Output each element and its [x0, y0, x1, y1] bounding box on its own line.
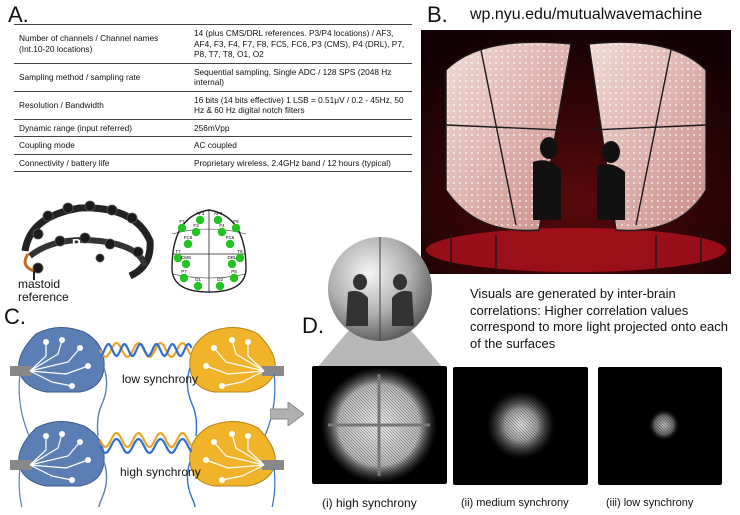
mutual-wave-machine-photo [421, 30, 731, 274]
table-row: Number of channels / Channel names (Int.… [14, 24, 412, 63]
table-row: Sampling method / sampling rate Sequenti… [14, 63, 412, 91]
electrode-dot [195, 215, 205, 225]
low-synchrony-projection [598, 367, 722, 485]
table-key: Connectivity / battery life [19, 157, 110, 168]
electrode-dot [229, 273, 239, 283]
low-synchrony-label: low synchrony [122, 372, 199, 386]
table-row: Resolution / Bandwidth 16 bits (14 bits … [14, 91, 412, 119]
table-value: Sequential sampling, Single ADC / 128 SP… [194, 66, 392, 88]
table-key: Dynamic range (input referred) [19, 122, 132, 133]
table-key: Number of channels / Channel names (Int.… [19, 33, 159, 54]
panel-label-a: A. [8, 2, 29, 27]
eeg-headset-image: P O 7 2 mastoid reference [10, 196, 160, 306]
panel-label-b: B. [427, 2, 448, 27]
medium-synchrony-projection [453, 367, 588, 485]
table-value: 14 (plus CMS/DRL references. P3/P4 locat… [194, 28, 405, 59]
electrode-dot [179, 273, 189, 283]
electrode-label: FC5 [184, 235, 193, 240]
synchrony-diagram: low synchrony high synchrony [0, 322, 290, 515]
table-value: 256mVpp [194, 122, 230, 133]
table-value: 16 bits (14 bits effective) 1 LSB = 0.51… [194, 94, 404, 116]
table-key: Sampling method / sampling rate [19, 71, 141, 82]
electrode-dot [215, 281, 225, 291]
project-url: wp.nyu.edu/mutualwavemachine [470, 6, 703, 23]
electrode-dot [217, 227, 227, 237]
electrode-label: T7 [175, 249, 181, 254]
panel-label-d: D. [302, 313, 324, 338]
electrode-label: P8 [231, 269, 237, 274]
electrode-label: F8 [233, 219, 239, 224]
visuals-description: Visuals are generated by inter-brain cor… [470, 286, 728, 351]
electrode-label: F3 [193, 223, 199, 228]
electrode-dot [231, 223, 241, 233]
electrode-dot [183, 239, 193, 249]
electrode-label: T8 [237, 249, 243, 254]
electrode-label: FC6 [226, 235, 235, 240]
panel-label-c: C. [4, 304, 26, 329]
headset-label-2: 2 [116, 263, 123, 275]
electrode-dot [177, 223, 187, 233]
electrode-dot [235, 253, 245, 263]
headset-label-p: P [72, 236, 81, 251]
headset-label-o: O [113, 248, 124, 263]
electrode-label: P7 [181, 269, 187, 274]
table-key: Resolution / Bandwidth [19, 99, 104, 110]
electrode-label: AF4 [214, 211, 223, 216]
electrode-label: O2 [217, 277, 224, 282]
electrode-dot [213, 215, 223, 225]
high-synchrony-label: high synchrony [120, 465, 201, 479]
table-value: AC coupled [194, 140, 237, 150]
table-key: Coupling mode [19, 140, 75, 150]
table-row: Coupling mode AC coupled [14, 137, 412, 154]
electrode-label: AF3 [196, 211, 205, 216]
headset-label-7: 7 [74, 251, 81, 263]
electrode-dot [181, 259, 191, 269]
electrode-label: F7 [179, 219, 185, 224]
mastoid-reference-label: mastoid reference [18, 277, 69, 304]
spec-table: Number of channels / Channel names (Int.… [14, 24, 412, 172]
table-row: Dynamic range (input referred) 256mVpp [14, 119, 412, 137]
electrode-dot [173, 253, 183, 263]
caption-high-synchrony: (i) high synchrony [322, 496, 417, 510]
caption-low-synchrony: (iii) low synchrony [606, 497, 694, 509]
high-synchrony-projection [312, 366, 447, 484]
sphere-silhouettes-image [300, 234, 460, 374]
electrode-label: CMS [181, 255, 191, 260]
right-arrow-icon [269, 401, 305, 427]
electrode-label: F4 [219, 223, 225, 228]
electrode-dot [193, 281, 203, 291]
caption-medium-synchrony: (ii) medium synchrony [461, 497, 569, 509]
electrode-label: DRL [227, 255, 236, 260]
table-row: Connectivity / battery life Proprietary … [14, 154, 412, 172]
table-value: Proprietary wireless, 2.4GHz band / 12 h… [194, 157, 391, 168]
electrode-dot [191, 227, 201, 237]
electrode-map: AF3 AF4 F7 F3 F4 F8 FC5 FC6 T7 T8 CMS DRL P7 P8 O1 O2 [166, 206, 252, 296]
electrode-label: O1 [195, 277, 202, 282]
electrode-dot [227, 259, 237, 269]
electrode-dot [225, 239, 235, 249]
